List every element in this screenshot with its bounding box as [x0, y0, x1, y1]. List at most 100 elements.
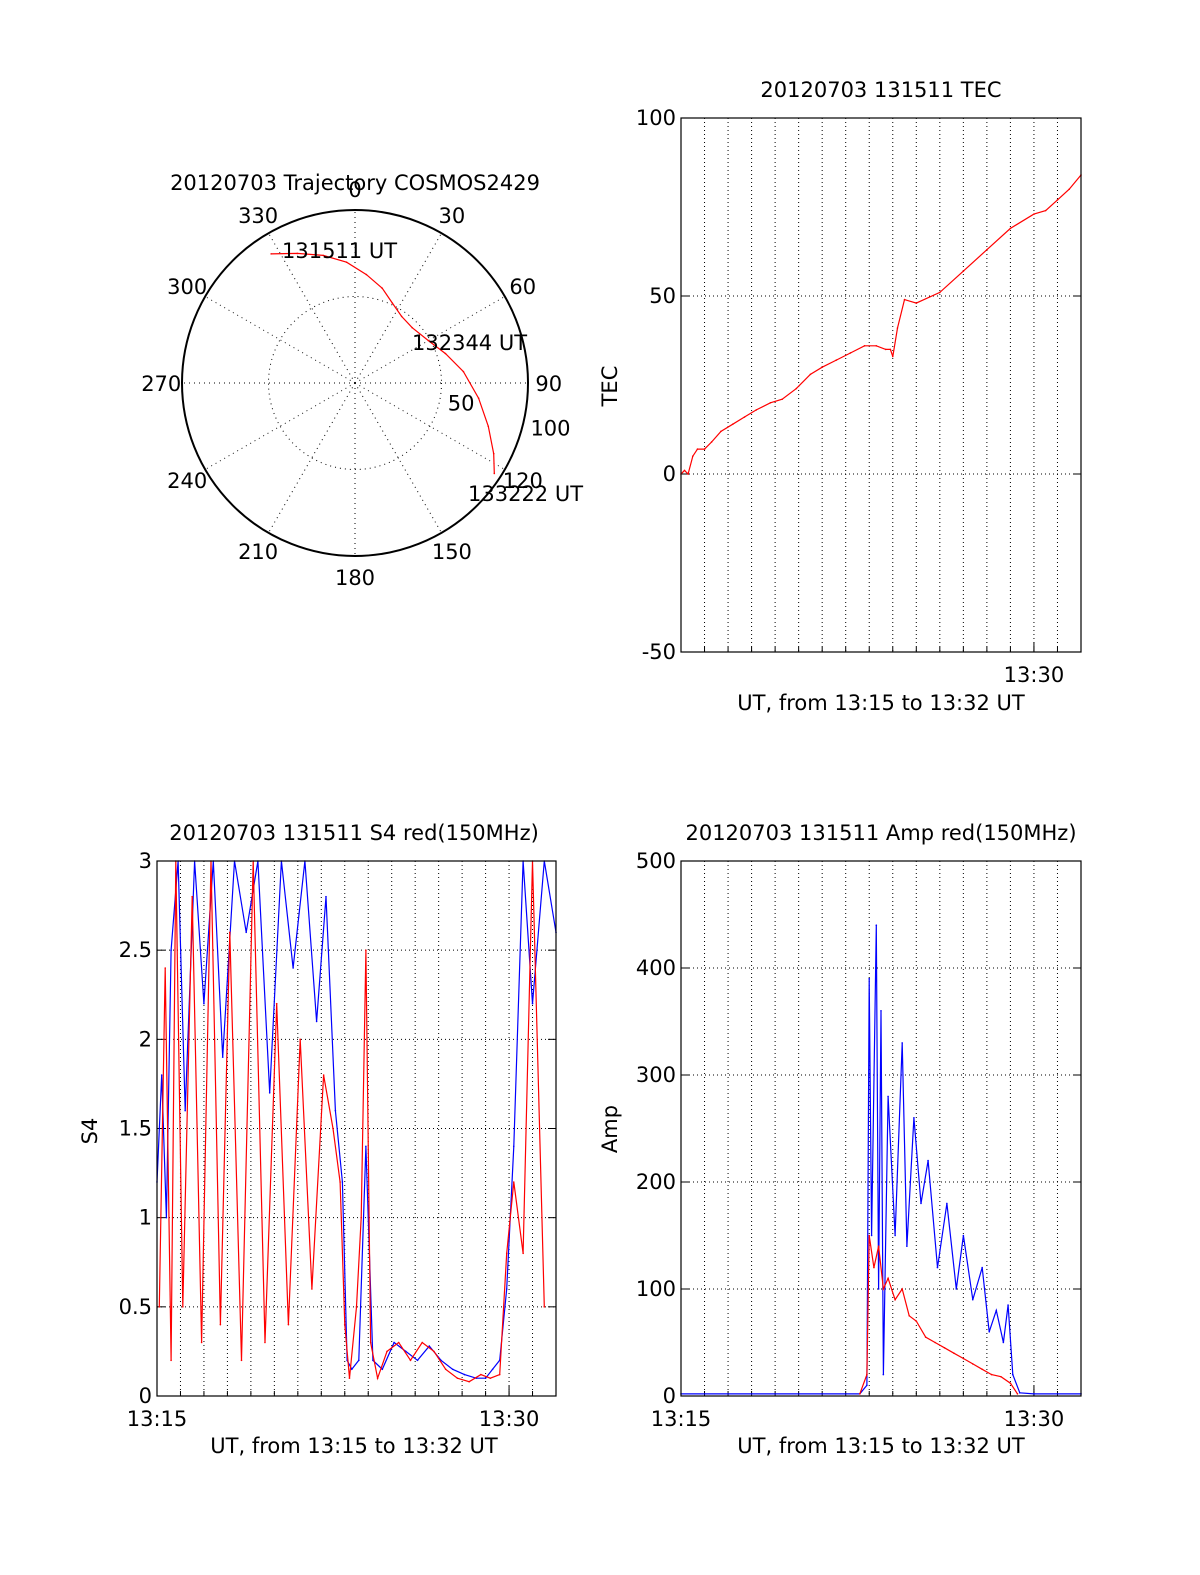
amp-plot-area: 0 100 200 300 400 500 13:15 13:30 [636, 849, 1082, 1431]
series-point [894, 1298, 896, 1301]
series-point [962, 1357, 965, 1360]
trajectory-line [271, 252, 495, 474]
trajectory-title: 20120703 Trajectory COSMOS2429 [170, 171, 540, 195]
series-point [955, 1288, 958, 1290]
series-point [953, 1352, 955, 1354]
y-tick-label: 2 [139, 1027, 152, 1051]
trajectory-point [477, 397, 480, 399]
series-point [868, 1234, 871, 1237]
plot-frame [156, 860, 557, 1397]
y-tick-label: 400 [636, 956, 676, 980]
series-point [512, 1181, 515, 1183]
series-point [505, 1252, 508, 1255]
tec-xlabel: UT, from 13:15 to 13:32 UT [737, 691, 1025, 715]
series-point [444, 1368, 447, 1371]
series-point [170, 1359, 172, 1362]
series-point [1056, 199, 1059, 201]
polar-angle-label: 300 [167, 275, 207, 299]
plot-frame [680, 860, 1082, 1397]
series-point [221, 1056, 224, 1058]
series-point [884, 348, 887, 351]
series-point [906, 1245, 908, 1247]
y-tick-label: 0.5 [119, 1295, 152, 1319]
series-point [421, 1341, 424, 1344]
trajectory-point [427, 339, 430, 342]
series-point [863, 345, 866, 347]
series-point [781, 398, 783, 401]
series-point [463, 1373, 466, 1376]
series-point [875, 924, 878, 926]
polar-radial-label: 50 [448, 391, 475, 415]
polar-angle-labels: 0 30 60 90 120 150 180 210 240 270 300 330 50 100 [141, 178, 570, 590]
series-point [873, 1266, 875, 1269]
polar-angle-label: 30 [439, 204, 466, 228]
series-point [451, 1368, 454, 1371]
series-point [880, 1010, 882, 1012]
series-point [683, 469, 686, 472]
series-point [1044, 209, 1047, 212]
series-point [934, 1341, 936, 1344]
x-tick-label: 13:30 [1004, 663, 1065, 687]
series-point [264, 1341, 266, 1344]
series-point [988, 1331, 991, 1333]
polar-angle-label: 0 [348, 178, 361, 202]
series-point [920, 1202, 922, 1205]
series-point [456, 1377, 459, 1379]
series-point [875, 345, 878, 347]
series-point [240, 1359, 243, 1362]
series-point [397, 1341, 400, 1344]
trajectory-point [411, 326, 414, 329]
y-tick-label: 0 [663, 1384, 676, 1408]
series-point [428, 1345, 431, 1347]
trajectory-point [391, 302, 394, 304]
series-point [275, 1002, 278, 1005]
series-point [182, 1306, 184, 1308]
trajectory-point [270, 253, 272, 255]
series-line [681, 925, 1081, 1395]
series-point [939, 291, 941, 294]
series-point [348, 1377, 351, 1379]
series-point [355, 1306, 358, 1308]
series-point [416, 1359, 419, 1362]
series-point [866, 1373, 868, 1376]
y-tick-label: 0 [139, 1384, 152, 1408]
s4-plot-area: 0 0.5 1 1.5 2 2.5 3 13:15 13:30 [119, 849, 557, 1431]
series-point [409, 1359, 412, 1362]
series-point [512, 1145, 515, 1148]
y-tick-label: 300 [636, 1063, 676, 1087]
series-point [228, 931, 231, 934]
series-point [292, 967, 294, 969]
series-point [971, 1363, 974, 1365]
series-point [981, 1266, 983, 1269]
series-point [821, 366, 823, 369]
polar-angle-label: 90 [535, 372, 562, 396]
x-tick-label: 13:15 [651, 1407, 712, 1431]
series-point [311, 1288, 313, 1290]
series-point [946, 1202, 948, 1205]
series-point [164, 967, 167, 969]
series-point [1002, 1341, 1005, 1344]
series-point [365, 949, 367, 951]
series-point [924, 1336, 927, 1338]
series-point [703, 448, 706, 450]
series-point [191, 895, 194, 898]
series-point [332, 1127, 334, 1130]
series-point [268, 1092, 271, 1094]
series-point [480, 1373, 482, 1376]
series-point [962, 1234, 965, 1237]
polar-angle-label: 240 [167, 469, 207, 493]
y-tick-label: 1 [139, 1206, 152, 1230]
y-tick-label: 50 [649, 284, 676, 308]
series-point [908, 1314, 911, 1317]
series-point [381, 1368, 384, 1371]
series-point [341, 1181, 344, 1183]
polar-outer-ring [181, 209, 529, 557]
series-point [877, 1245, 880, 1247]
trajectory-point [462, 370, 465, 373]
series-point [995, 1309, 998, 1312]
series-point [489, 1377, 492, 1379]
series-point [334, 1109, 337, 1112]
series-point [691, 455, 694, 458]
series-point [299, 1038, 301, 1041]
y-tick-label: 2.5 [119, 938, 152, 962]
